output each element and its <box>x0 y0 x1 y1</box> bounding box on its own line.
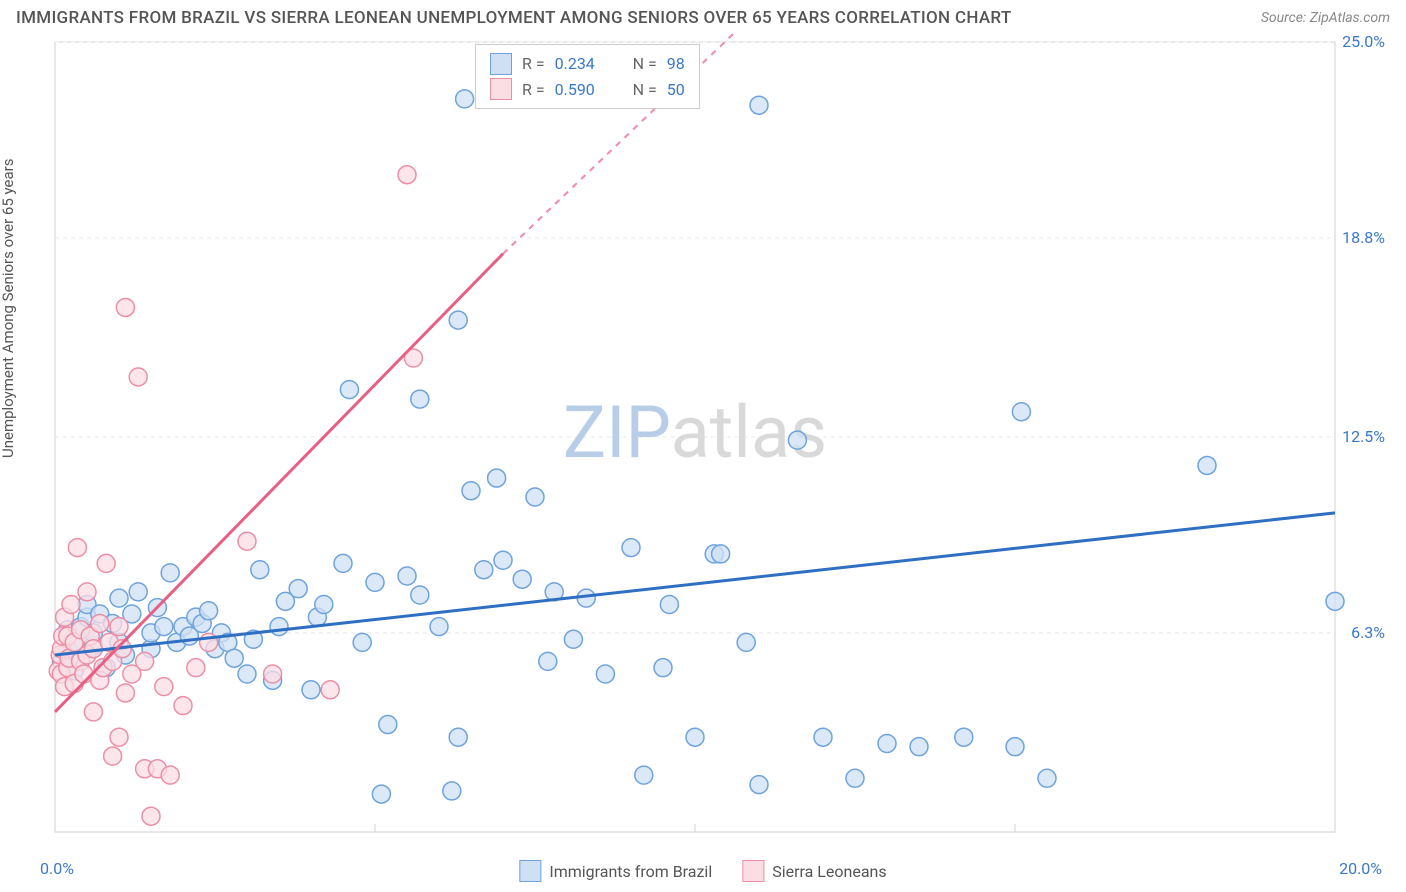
y-axis-title: Unemployment Among Seniors over 65 years <box>0 159 17 458</box>
legend-label: Immigrants from Brazil <box>549 862 712 881</box>
legend-row: R =0.590N =50 <box>490 77 685 103</box>
swatch-icon <box>742 860 764 882</box>
swatch-icon <box>519 860 541 882</box>
scatter-chart: 6.3% 12.5% 18.8% 25.0% ZIPatlas <box>0 32 1406 882</box>
correlation-legend: R =0.234N =98R =0.590N =50 <box>475 44 700 109</box>
chart-area: Unemployment Among Seniors over 65 years… <box>0 32 1406 884</box>
swatch-icon <box>490 53 512 75</box>
svg-text:12.5%: 12.5% <box>1342 427 1385 446</box>
series-legend: Immigrants from Brazil Sierra Leoneans <box>519 860 886 882</box>
svg-text:ZIPatlas: ZIPatlas <box>563 390 827 475</box>
svg-text:6.3%: 6.3% <box>1351 623 1385 642</box>
legend-item: Immigrants from Brazil <box>519 860 712 882</box>
svg-text:18.8%: 18.8% <box>1342 228 1385 247</box>
x-max-label: 20.0% <box>1339 859 1382 878</box>
legend-item: Sierra Leoneans <box>742 860 886 882</box>
page-title: IMMIGRANTS FROM BRAZIL VS SIERRA LEONEAN… <box>16 8 1012 28</box>
legend-row: R =0.234N =98 <box>490 51 685 77</box>
source-label: Source: ZipAtlas.com <box>1261 10 1390 26</box>
svg-text:25.0%: 25.0% <box>1342 32 1385 51</box>
legend-label: Sierra Leoneans <box>772 862 886 881</box>
x-min-label: 0.0% <box>40 859 74 878</box>
swatch-icon <box>490 78 512 100</box>
